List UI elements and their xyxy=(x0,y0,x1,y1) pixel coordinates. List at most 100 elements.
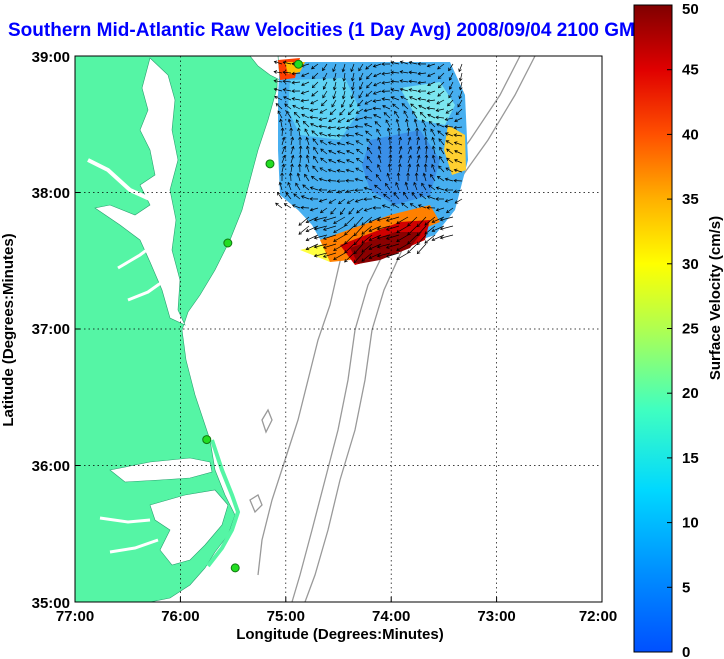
velocity-arrowhead xyxy=(453,125,457,130)
velocity-arrowhead xyxy=(423,163,428,167)
velocity-vector xyxy=(396,119,400,128)
velocity-arrowhead xyxy=(322,236,327,240)
velocity-arrowhead xyxy=(327,133,331,138)
velocity-arrowhead xyxy=(396,238,400,242)
velocity-vector xyxy=(364,207,373,212)
velocity-arrowhead xyxy=(275,103,280,107)
colorbar-tick-label: 35 xyxy=(682,191,699,208)
velocity-vector xyxy=(369,243,382,250)
velocity-vector xyxy=(306,225,319,232)
velocity-vector xyxy=(346,126,355,129)
velocity-vector xyxy=(354,243,364,254)
radar-stations xyxy=(202,59,303,573)
velocity-vector xyxy=(298,128,301,137)
velocity-arrowhead xyxy=(319,110,324,114)
velocity-vector xyxy=(290,155,294,164)
velocity-arrowhead xyxy=(298,145,303,149)
velocity-vector xyxy=(400,80,409,83)
velocity-arrowhead xyxy=(366,75,370,80)
velocity-arrowhead xyxy=(376,128,380,133)
velocity-vector xyxy=(437,63,445,70)
velocity-vector xyxy=(439,147,445,155)
velocity-arrowhead xyxy=(416,145,421,150)
velocity-arrowhead xyxy=(319,167,324,171)
velocity-arrowhead xyxy=(424,145,429,149)
velocity-vector xyxy=(337,160,346,164)
velocity-arrowhead xyxy=(346,150,350,154)
velocity-vector xyxy=(292,98,301,101)
velocity-vector xyxy=(445,198,454,202)
velocity-vector xyxy=(416,155,420,164)
velocity-vector xyxy=(373,114,382,119)
velocity-arrowhead xyxy=(322,86,327,90)
velocity-vector xyxy=(377,243,391,248)
velocity-arrowhead xyxy=(408,79,412,84)
velocity-arrowhead xyxy=(397,163,402,167)
velocity-arrowhead xyxy=(295,182,299,187)
velocity-arrowhead xyxy=(407,136,412,141)
velocity-vector xyxy=(409,80,418,83)
velocity-arrowhead xyxy=(424,154,429,158)
velocity-vector xyxy=(319,198,328,202)
velocity-arrowhead xyxy=(358,77,363,81)
velocity-arrowhead xyxy=(396,172,401,176)
velocity-arrowhead xyxy=(372,64,377,68)
velocity-arrowhead xyxy=(309,207,314,212)
velocity-vector xyxy=(425,154,427,164)
velocity-vector xyxy=(301,107,310,110)
velocity-arrowhead xyxy=(422,172,427,177)
velocity-vector xyxy=(320,148,328,155)
velocity-arrowhead xyxy=(355,167,359,172)
velocity-vector xyxy=(386,243,400,249)
velocity-vector xyxy=(310,187,319,191)
velocity-arrowhead xyxy=(345,126,349,130)
velocity-vector xyxy=(398,137,401,146)
velocity-arrowhead xyxy=(328,149,332,154)
velocity-vector xyxy=(281,164,285,173)
albemarle-sound xyxy=(109,457,213,483)
velocity-arrowhead xyxy=(407,163,412,168)
velocity-vector xyxy=(275,202,283,209)
velocity-arrows xyxy=(273,60,463,264)
velocity-vector xyxy=(365,63,373,70)
velocity-arrowhead xyxy=(309,186,314,190)
velocity-vector xyxy=(333,225,346,233)
velocity-arrowhead xyxy=(345,189,350,194)
velocity-arrowhead xyxy=(416,241,421,246)
velocity-vector xyxy=(314,243,328,248)
velocity-arrowhead xyxy=(305,246,310,251)
velocity-arrowhead xyxy=(414,172,419,176)
velocity-arrowhead xyxy=(426,106,430,111)
velocity-vector xyxy=(292,81,301,84)
velocity-arrowhead xyxy=(291,80,295,85)
y-axis-title: Latitude (Degrees:Minutes) xyxy=(0,233,17,426)
velocity-arrowhead xyxy=(329,111,334,115)
velocity-vector xyxy=(293,193,301,200)
velocity-arrowhead xyxy=(365,165,370,170)
velocity-vector xyxy=(454,134,463,137)
velocity-arrowhead xyxy=(431,136,435,141)
velocity-arrowhead xyxy=(310,122,314,127)
velocity-vector xyxy=(448,90,454,99)
velocity-arrowhead xyxy=(376,226,381,231)
velocity-arrowhead xyxy=(366,146,371,151)
velocity-vector xyxy=(361,216,373,226)
velocity-vector xyxy=(312,165,319,173)
velocity-vector xyxy=(427,114,436,119)
velocity-vector xyxy=(382,72,391,75)
velocity-arrowhead xyxy=(311,84,316,89)
velocity-arrowhead xyxy=(282,60,287,65)
velocity-vector xyxy=(327,180,337,182)
velocity-arrowhead xyxy=(359,86,363,90)
velocity-arrowhead xyxy=(301,113,305,118)
velocity-vector xyxy=(314,216,328,221)
velocity-arrowhead xyxy=(336,159,341,163)
velocity-vector xyxy=(274,80,283,83)
velocity-arrowhead xyxy=(347,111,352,116)
velocity-arrowhead xyxy=(320,157,324,162)
velocity-arrowhead xyxy=(430,128,434,133)
velocity-vector xyxy=(337,126,346,130)
velocity-arrowhead xyxy=(361,258,365,262)
velocity-arrowhead xyxy=(431,163,435,168)
velocity-vector xyxy=(288,119,292,128)
